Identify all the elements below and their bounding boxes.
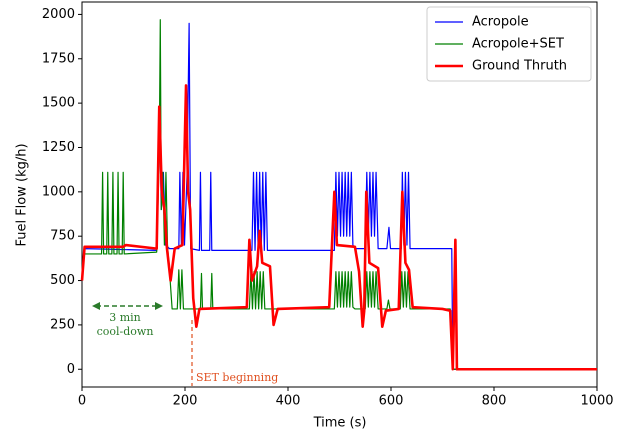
- y-tick-label: 500: [50, 273, 75, 288]
- y-tick-label: 1500: [42, 96, 75, 111]
- y-tick-label: 1250: [42, 140, 75, 155]
- series-line: [80, 84, 597, 371]
- arrow-heads: [92, 302, 163, 310]
- plot-frame: [81, 1, 598, 388]
- y-tick-label: 250: [50, 317, 75, 332]
- x-tick-label: 400: [276, 394, 301, 409]
- annotation: 3 min: [109, 311, 141, 324]
- x-axis-title: Time (s): [313, 416, 367, 431]
- y-tick-label: 0: [67, 362, 75, 377]
- x-tick-label: 200: [173, 394, 198, 409]
- x-tick-label: 1000: [580, 394, 613, 409]
- legend-box: [426, 6, 592, 82]
- x-tick-label: 800: [482, 394, 507, 409]
- series-line: [81, 19, 597, 370]
- y-axis-title: Fuel Flow (kg/h): [15, 143, 30, 246]
- legend-label: Acropole: [472, 15, 529, 30]
- annotation: SET beginning: [196, 371, 278, 384]
- legend-label: Ground Thruth: [472, 59, 567, 74]
- y-tick-label: 750: [50, 229, 75, 244]
- x-tick-label: 600: [379, 394, 404, 409]
- set-annotation: SET beginning: [191, 320, 278, 386]
- y-tick-label: 1000: [42, 184, 75, 199]
- legend: Acropole Acropole+SET Ground Thruth: [426, 6, 592, 82]
- legend-label: Acropole+SET: [472, 37, 564, 52]
- annotation: cool-down: [97, 325, 154, 338]
- cooldown-annotation: 3 min cool-down: [92, 302, 163, 338]
- x-tick-label: 0: [78, 394, 86, 409]
- y-tick-label: 2000: [42, 7, 75, 22]
- y-tick-label: 1750: [42, 51, 75, 66]
